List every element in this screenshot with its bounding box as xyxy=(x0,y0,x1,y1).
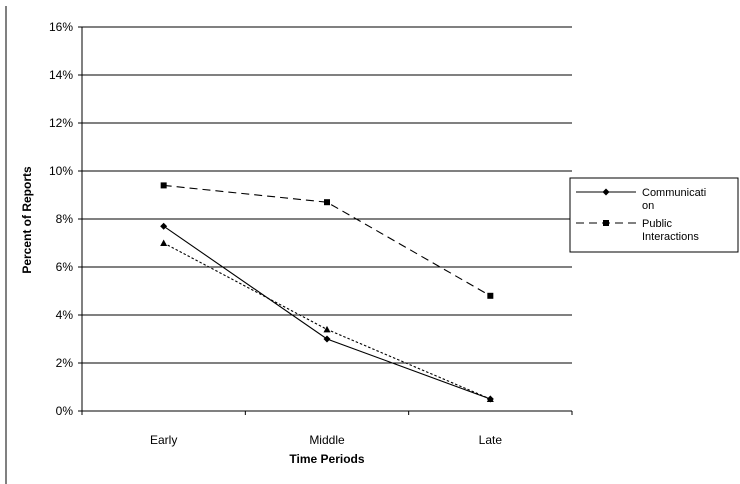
data-point-1-1 xyxy=(324,199,330,206)
legend-label-0: on xyxy=(642,200,654,212)
series-line-2 xyxy=(163,242,491,400)
x-tick-label: Middle xyxy=(309,433,345,447)
data-point-0-0 xyxy=(160,222,168,230)
data-point-2-1 xyxy=(323,325,331,333)
series-line-0 xyxy=(163,225,491,400)
y-tick-label: 0% xyxy=(56,404,74,418)
data-point-2-2 xyxy=(486,395,494,402)
y-tick-label: 12% xyxy=(49,116,73,130)
x-tick-label: Late xyxy=(479,433,503,447)
y-tick-label: 10% xyxy=(49,164,73,178)
y-tick-label: 4% xyxy=(56,308,74,322)
gridlines xyxy=(82,26,572,364)
x-axis-title: Time Periods xyxy=(289,452,364,466)
series-line-1 xyxy=(163,184,491,297)
legend-marker-1 xyxy=(603,220,609,226)
legend-label-0: Communicati xyxy=(642,187,706,199)
x-tick-label: Early xyxy=(150,433,177,447)
data-point-1-2 xyxy=(487,292,494,299)
legend-label-1: Interactions xyxy=(642,231,699,243)
tick-labels: 0% 2% 4% 6% 8% 10% 12% 14% 16% Early Middle Late xyxy=(49,20,573,447)
data-point-2-0 xyxy=(160,239,168,246)
y-tick-label: 16% xyxy=(49,20,73,34)
legend-marker-0 xyxy=(602,188,610,196)
y-tick-label: 14% xyxy=(49,68,73,82)
data-point-0-1 xyxy=(323,335,331,343)
y-tick-label: 6% xyxy=(56,260,74,274)
legend-label-1: Public xyxy=(642,218,672,230)
data-point-1-0 xyxy=(160,182,167,189)
y-tick-label: 2% xyxy=(56,356,74,370)
series-lines xyxy=(160,182,494,403)
y-tick-label: 8% xyxy=(56,212,74,226)
legend-box xyxy=(569,177,739,253)
y-axis-title: Percent of Reports xyxy=(20,166,34,274)
